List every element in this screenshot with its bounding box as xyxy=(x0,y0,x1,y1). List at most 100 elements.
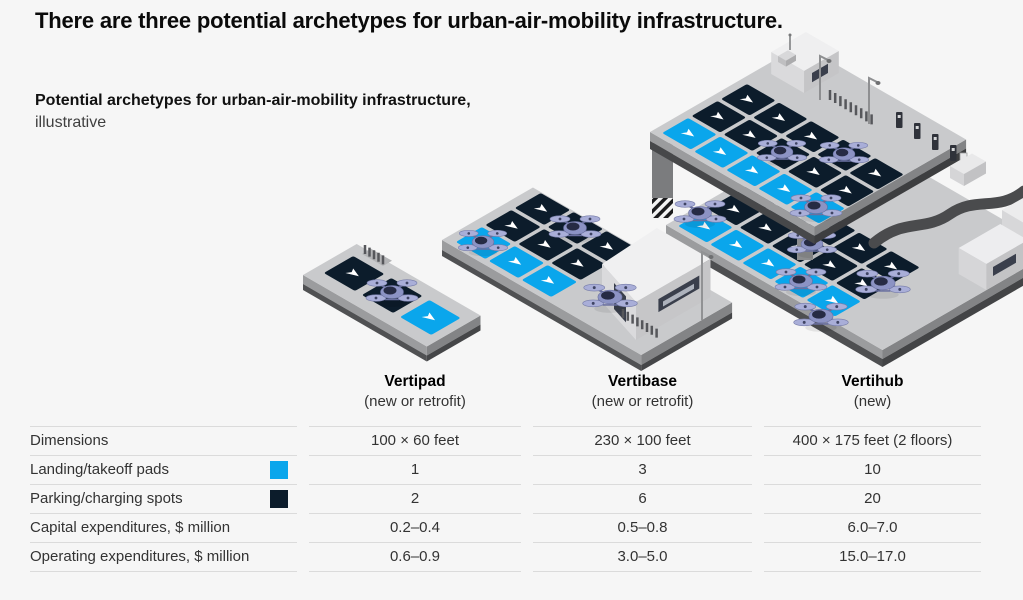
vertibase-deck-side xyxy=(442,240,642,365)
column-header-vertihub: Vertihub (new) xyxy=(841,373,904,410)
vertihub-lower-deck-rim xyxy=(666,234,883,367)
rooftop-utility-box xyxy=(950,153,986,186)
parking-pad xyxy=(692,101,746,132)
parking-pad xyxy=(866,251,919,282)
pad-arrow-icon xyxy=(792,277,811,288)
access-road xyxy=(868,185,1023,249)
row-label-dimensions: Dimensions xyxy=(30,426,297,455)
vertihub-upper-deck-rim xyxy=(650,141,815,244)
pad-arrow-icon xyxy=(854,278,872,289)
parking-pad xyxy=(724,120,778,151)
parking-pad xyxy=(519,229,573,261)
vertihub-upper-deck xyxy=(650,44,967,227)
hazard-striped-pillar-base xyxy=(652,198,673,218)
pad-arrow-icon xyxy=(835,150,854,161)
pad-arrow-icon xyxy=(760,258,779,269)
pad-arrow-icon xyxy=(728,240,747,251)
pad-arrow-icon xyxy=(742,130,760,141)
vertipad-deck-side xyxy=(426,315,481,356)
cell-dimensions-vertibase: 230 × 100 feet xyxy=(533,426,752,455)
charging-rack-icon xyxy=(362,245,392,266)
pad-arrow-icon xyxy=(806,167,824,178)
landing-pad xyxy=(727,155,780,186)
evtol-drone xyxy=(548,214,602,244)
subtitle-line1: Potential archetypes for urban-air-mobil… xyxy=(35,92,471,109)
parking-pad xyxy=(722,84,775,115)
pad-arrow-icon xyxy=(383,290,401,301)
pad-arrow-icon xyxy=(803,131,822,142)
page-title: There are three potential archetypes for… xyxy=(35,8,783,33)
vertihub-upper-deck-rim xyxy=(814,148,967,244)
evtol-drone xyxy=(457,229,509,258)
column-header-vertibase: Vertibase (new or retrofit) xyxy=(591,373,694,410)
pad-arrow-icon xyxy=(824,295,843,306)
landing-pad xyxy=(791,192,844,223)
parking-spot-legend-swatch xyxy=(270,490,288,508)
archetypes-illustration xyxy=(303,32,1023,371)
pad-arrow-icon xyxy=(345,268,363,279)
parking-pad xyxy=(836,268,890,299)
parking-pad xyxy=(581,231,635,263)
landing-pad-legend-swatch xyxy=(270,461,288,479)
cell-parking-vertipad: 2 xyxy=(309,484,521,513)
pad-arrow-icon xyxy=(771,113,789,124)
evtol-drone xyxy=(581,283,639,314)
landing-pad xyxy=(807,285,860,316)
parking-pad xyxy=(515,193,570,225)
parking-pad xyxy=(756,138,810,169)
rooftop-elevator-building xyxy=(771,32,839,93)
vertibase-deck-rim xyxy=(641,312,733,371)
pad-arrow-icon xyxy=(474,238,493,248)
cell-capex-vertihub: 6.0–7.0 xyxy=(764,513,981,542)
column-header-vertipad: Vertipad (new or retrofit) xyxy=(364,373,466,410)
landing-pad xyxy=(695,137,748,168)
pad-arrow-icon xyxy=(838,185,856,196)
parking-pad xyxy=(772,231,826,262)
parking-pad xyxy=(770,196,823,227)
pad-arrow-icon xyxy=(537,240,555,250)
landing-pad xyxy=(456,227,511,259)
vertipad-deck xyxy=(303,244,481,347)
vertipad-deck-side xyxy=(303,275,427,356)
pad-arrow-icon xyxy=(774,148,792,159)
lamppost-icon xyxy=(819,54,881,124)
pad-arrow-icon xyxy=(819,224,838,235)
pad-arrow-icon xyxy=(599,242,617,252)
row-label-capex: Capital expenditures, $ million xyxy=(30,513,297,542)
evtol-drone xyxy=(756,139,808,168)
pad-arrow-icon xyxy=(680,128,699,139)
pad-arrow-icon xyxy=(540,276,559,286)
vertihub-lower-deck-side xyxy=(666,225,883,359)
pad-arrow-icon xyxy=(808,202,827,213)
parking-pad xyxy=(834,233,887,264)
row-label-opex: Operating expenditures, $ million xyxy=(30,542,297,572)
vertihub-upper-deck-side xyxy=(814,139,967,236)
bike-rack-icon xyxy=(828,90,873,125)
pad-arrow-icon xyxy=(710,111,728,122)
vertihub-illustration xyxy=(650,32,1023,367)
vertipad-deck-rim xyxy=(303,284,427,362)
parking-pad xyxy=(708,194,762,225)
charging-station-icons xyxy=(896,112,957,161)
cell-dimensions-vertipad: 100 × 60 feet xyxy=(309,426,521,455)
pad-arrow-icon xyxy=(787,206,805,217)
evtol-drone xyxy=(789,193,843,223)
pad-arrow-icon xyxy=(755,187,773,198)
row-label-landing-pads: Landing/takeoff pads xyxy=(30,455,297,484)
parking-pad xyxy=(820,175,874,206)
pad-arrow-icon xyxy=(790,241,808,252)
parking-pad xyxy=(362,278,422,313)
parking-pad xyxy=(486,210,540,242)
evtol-drone xyxy=(786,231,838,260)
cell-opex-vertipad: 0.6–0.9 xyxy=(309,542,521,572)
cell-parking-vertibase: 6 xyxy=(533,484,752,513)
support-pillar xyxy=(652,143,673,200)
landing-pad xyxy=(759,174,812,205)
vertihub-terminal-buildings xyxy=(958,198,1023,290)
pad-arrow-icon xyxy=(504,221,522,231)
vertibase-deck-rim xyxy=(442,250,642,371)
evtol-drone xyxy=(818,141,870,170)
vertipad-illustration xyxy=(303,244,481,362)
cell-capex-vertipad: 0.2–0.4 xyxy=(309,513,521,542)
evtol-drone xyxy=(792,302,850,333)
